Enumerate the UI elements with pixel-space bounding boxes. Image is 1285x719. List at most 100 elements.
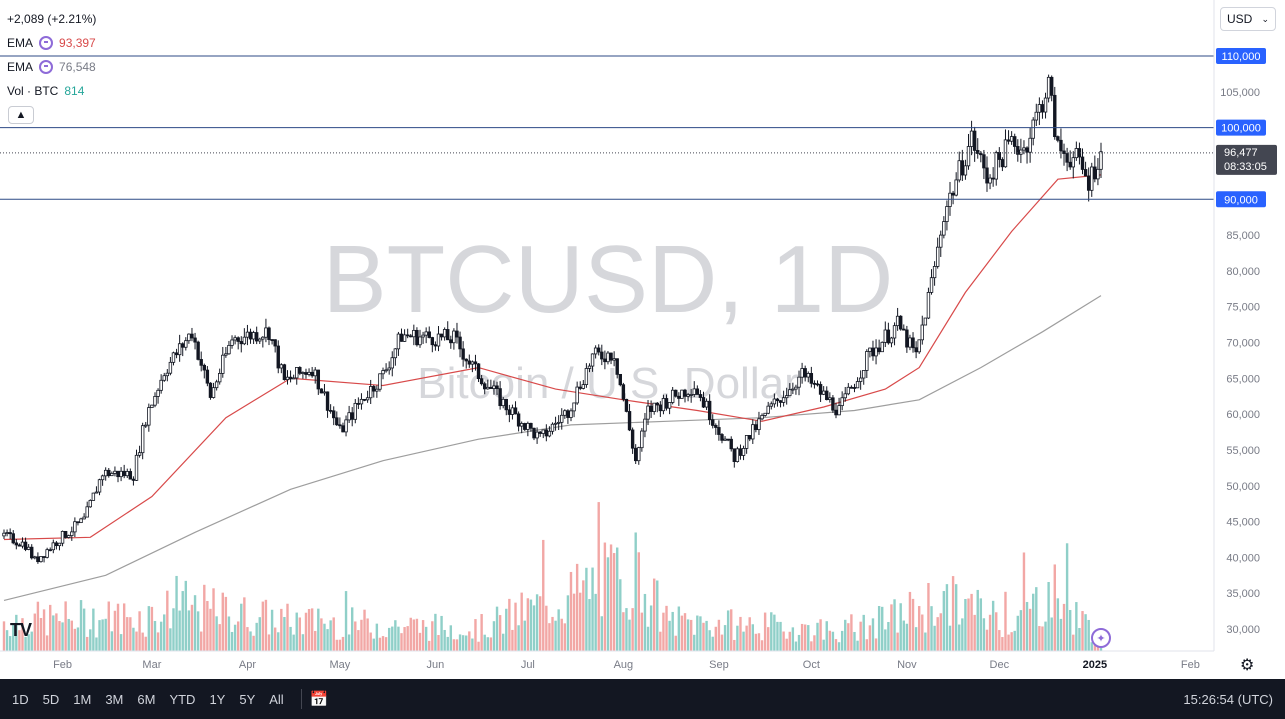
candle-body: [858, 377, 863, 382]
candle-body: [439, 333, 444, 338]
gear-icon[interactable]: ⚙: [1240, 657, 1255, 674]
range-all-button[interactable]: All: [269, 691, 284, 707]
volume-legend[interactable]: Vol · BTC 814: [7, 84, 84, 98]
candle: [473, 354, 478, 371]
candle-body: [849, 386, 854, 389]
calendar-icon[interactable]: 📅: [309, 691, 329, 708]
range-1y-button[interactable]: 1Y: [209, 691, 226, 707]
candle-body: [63, 530, 68, 538]
candle: [908, 334, 912, 351]
range-1m-button[interactable]: 1M: [73, 691, 92, 707]
volume-bar: [82, 608, 86, 651]
volume-bar: [203, 584, 206, 651]
candle: [1025, 146, 1029, 164]
volume-bar: [874, 638, 878, 651]
swap-icon[interactable]: [39, 60, 54, 74]
volume-bar: [428, 640, 431, 651]
utc-clock: 15:26:54 (UTC): [1183, 691, 1273, 707]
volume-bar: [495, 606, 499, 651]
candle-body: [362, 398, 367, 401]
volume-bar: [890, 604, 893, 651]
volume-bar: [532, 605, 536, 651]
candle-body: [874, 347, 878, 357]
candle-body: [230, 339, 234, 346]
candle-body: [914, 347, 918, 353]
ema-fast-legend[interactable]: EMA 93,397: [7, 36, 96, 50]
candle: [1065, 147, 1069, 172]
volume-bar: [45, 635, 49, 651]
range-3m-button[interactable]: 3M: [105, 691, 124, 707]
volume-bar: [332, 617, 335, 651]
candle: [652, 402, 656, 415]
currency-select[interactable]: USD ⌄: [1220, 7, 1276, 31]
volume-bar: [446, 636, 449, 651]
candle-body: [144, 424, 148, 427]
volume-bar: [181, 591, 184, 651]
price-change: +2,089 (+2.21%): [7, 12, 97, 26]
candle: [504, 398, 508, 416]
volume-bar: [215, 616, 218, 651]
collapse-legend-button[interactable]: ▲: [8, 106, 34, 124]
range-5y-button[interactable]: 5Y: [239, 691, 256, 707]
range-1d-button[interactable]: 1D: [12, 691, 29, 707]
candle-body: [319, 388, 324, 394]
candle: [858, 370, 863, 390]
volume-bar: [1050, 617, 1053, 651]
sparkle-icon[interactable]: ✦: [1091, 628, 1111, 648]
range-6m-button[interactable]: 6M: [137, 691, 156, 707]
candle: [760, 413, 764, 421]
swap-icon[interactable]: [39, 36, 54, 50]
candle: [985, 156, 989, 192]
candle: [744, 435, 749, 454]
volume-bar: [791, 627, 795, 651]
range-ytd-button[interactable]: YTD: [169, 691, 196, 707]
range-5d-button[interactable]: 5D: [42, 691, 60, 707]
candle: [862, 370, 866, 385]
candle-body: [258, 338, 262, 342]
volume-bar: [1013, 630, 1016, 651]
candle: [560, 408, 564, 430]
candle-body: [609, 352, 613, 361]
volume-bar: [89, 629, 92, 651]
candle: [942, 216, 946, 239]
candle: [85, 501, 89, 518]
candle: [535, 427, 539, 444]
candle-body: [196, 341, 200, 360]
candle-body: [199, 359, 203, 366]
candle: [572, 402, 576, 418]
candle-body: [661, 398, 666, 412]
candle-body: [405, 334, 410, 337]
countdown-value: 08:33:05: [1224, 161, 1267, 173]
candle: [1093, 155, 1097, 183]
level-tag-label: 90,000: [1224, 194, 1258, 206]
candle-body: [79, 518, 83, 524]
candle: [442, 327, 447, 341]
candle: [529, 422, 533, 432]
volume-bar: [159, 621, 163, 651]
candle: [855, 377, 860, 389]
candle: [476, 363, 481, 383]
candle: [800, 362, 804, 384]
volume-bar: [122, 603, 126, 651]
volume-bar: [1087, 619, 1090, 651]
volume-bar: [714, 626, 718, 651]
volume-bar: [754, 633, 758, 651]
ema-slow-legend[interactable]: EMA 76,548: [7, 60, 96, 74]
candle: [439, 333, 444, 341]
volume-bar: [1068, 610, 1072, 651]
candle: [479, 375, 484, 386]
candle: [196, 340, 200, 361]
candle: [131, 476, 136, 486]
candle: [902, 324, 906, 331]
candle-body: [714, 425, 718, 428]
volume-bar: [85, 636, 89, 651]
price-chart[interactable]: BTCUSD, 1D Bitcoin / U.S. Dollar 110,000 1…: [0, 0, 1285, 679]
volume-bar: [384, 637, 388, 651]
candle-body: [652, 402, 656, 412]
candle: [723, 436, 727, 441]
candle: [519, 421, 524, 434]
candle: [643, 412, 647, 438]
candle-body: [492, 385, 496, 389]
volume-bar: [104, 618, 107, 651]
volume-bar: [184, 580, 188, 651]
